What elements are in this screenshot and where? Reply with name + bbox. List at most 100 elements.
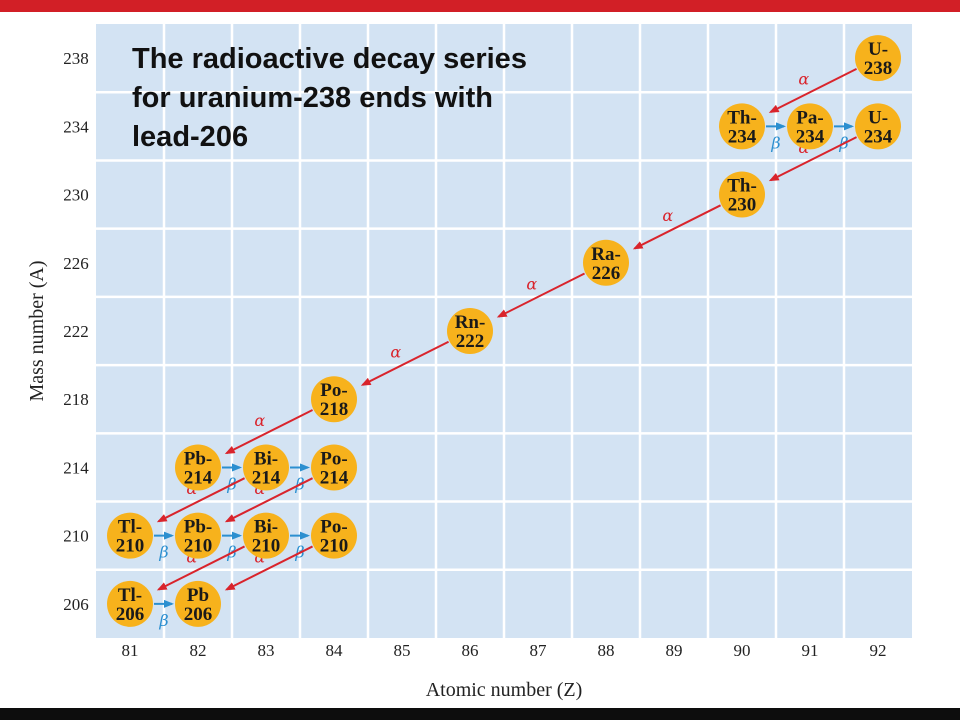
nuclide-rn222: Rn-222 (447, 308, 493, 354)
right-margin (932, 12, 960, 708)
nuclide-circle (583, 239, 629, 286)
nuclide-mass: 222 (456, 331, 485, 352)
alpha-label: α (662, 206, 673, 225)
beta-label: β (158, 611, 168, 630)
nuclide-circle (107, 512, 153, 559)
nuclide-symbol: Rn- (455, 312, 486, 333)
title-line-3: lead-206 (132, 121, 249, 153)
nuclide-symbol: Pb- (184, 448, 213, 469)
nuclide-bi210: Bi-210 (243, 512, 289, 559)
nuclide-symbol: Tl- (118, 585, 142, 606)
nuclide-mass: 214 (252, 467, 281, 488)
nuclide-circle (719, 171, 765, 218)
nuclide-bi214: Bi-214 (243, 444, 289, 491)
nuclide-mass: 214 (320, 467, 349, 488)
nuclide-circle (175, 444, 221, 491)
nuclide-mass: 206 (184, 604, 213, 625)
nuclide-symbol: Ra- (591, 244, 621, 265)
x-axis-title: Atomic number (Z) (426, 679, 583, 701)
nuclide-symbol: Th- (727, 176, 757, 197)
title-line-1: The radioactive decay series (132, 43, 527, 75)
nuclide-symbol: Th- (727, 107, 757, 128)
alpha-decay-arrow (768, 136, 857, 182)
nuclide-mass: 238 (864, 58, 893, 79)
nuclide-u238: U-238 (855, 35, 901, 82)
y-tick-label: 218 (63, 390, 89, 409)
x-tick-label: 86 (462, 641, 479, 660)
x-tick-label: 82 (190, 641, 207, 660)
nuclide-circle (175, 580, 221, 627)
alpha-decay-arrow (496, 272, 585, 318)
nuclide-mass: 226 (592, 263, 621, 284)
alpha-label: α (798, 70, 809, 89)
nuclide-po218: Po-218 (311, 376, 357, 423)
alpha-decay-arrow (224, 477, 313, 523)
top-accent-bar (0, 0, 960, 12)
slide-title: The radioactive decay series for uranium… (132, 40, 672, 157)
nuclide-tl206: Tl-206 (107, 580, 153, 627)
bottom-accent-bar (0, 708, 960, 720)
y-axis-title: Mass number (A) (26, 260, 48, 401)
alpha-label: α (254, 411, 265, 430)
x-tick-label: 91 (802, 641, 819, 660)
alpha-decay-arrow (632, 204, 721, 250)
nuclide-pb210: Pb-210 (175, 512, 221, 559)
y-tick-label: 214 (63, 458, 89, 477)
nuclide-mass: 210 (184, 536, 213, 557)
nuclide-symbol: Bi- (254, 448, 278, 469)
nuclide-nodes: U-238Th-234Pa-234U-234Th-230Ra-226Rn-222… (107, 35, 901, 627)
nuclide-circle (175, 512, 221, 559)
nuclide-u234: U-234 (855, 103, 901, 150)
title-line-2: for uranium-238 ends with (132, 82, 493, 114)
nuclide-symbol: Pb- (184, 517, 213, 538)
nuclide-circle (719, 103, 765, 150)
nuclide-mass: 218 (320, 399, 349, 420)
nuclide-mass: 234 (728, 126, 757, 147)
nuclide-circle (855, 35, 901, 82)
nuclide-circle (311, 444, 357, 491)
alpha-label: α (390, 343, 401, 362)
x-tick-label: 85 (394, 641, 411, 660)
nuclide-pa234: Pa-234 (787, 103, 833, 150)
nuclide-symbol: Po- (320, 448, 347, 469)
x-tick-label: 88 (598, 641, 615, 660)
nuclide-symbol: Po- (320, 517, 347, 538)
nuclide-symbol: Pa- (796, 107, 823, 128)
nuclide-mass: 210 (116, 536, 145, 557)
x-tick-label: 87 (530, 641, 548, 660)
nuclide-circle (855, 103, 901, 150)
nuclide-circle (787, 103, 833, 150)
nuclide-th230: Th-230 (719, 171, 765, 218)
y-axis-tick-labels: 206 210 214 218 222 226 230 234 238 (63, 49, 89, 614)
x-tick-label: 92 (870, 641, 887, 660)
nuclide-circle (447, 308, 493, 354)
nuclide-circle (311, 512, 357, 559)
nuclide-mass: 210 (320, 536, 349, 557)
nuclide-mass: 210 (252, 536, 281, 557)
beta-label: β (158, 543, 168, 562)
y-tick-label: 230 (63, 186, 89, 205)
y-tick-label: 234 (63, 117, 89, 136)
x-tick-label: 81 (122, 641, 139, 660)
nuclide-tl210: Tl-210 (107, 512, 153, 559)
alpha-decay-arrow (156, 477, 245, 523)
nuclide-symbol: Tl- (118, 517, 142, 538)
y-tick-label: 226 (63, 254, 89, 273)
nuclide-mass: 234 (796, 126, 825, 147)
x-tick-label: 90 (734, 641, 751, 660)
y-tick-label: 238 (63, 49, 89, 68)
nuclide-symbol: Bi- (254, 517, 278, 538)
nuclide-symbol: U- (868, 39, 888, 60)
y-tick-label: 210 (63, 527, 89, 546)
nuclide-symbol: U- (868, 107, 888, 128)
x-axis-tick-labels: 81 82 83 84 85 86 87 88 89 90 91 92 (122, 641, 887, 660)
beta-label: β (770, 133, 780, 152)
nuclide-mass: 234 (864, 126, 893, 147)
nuclide-po210: Po-210 (311, 512, 357, 559)
y-tick-label: 206 (63, 595, 89, 614)
nuclide-pb214: Pb-214 (175, 444, 221, 491)
alpha-label: α (526, 274, 537, 293)
nuclide-circle (243, 512, 289, 559)
nuclide-circle (243, 444, 289, 491)
